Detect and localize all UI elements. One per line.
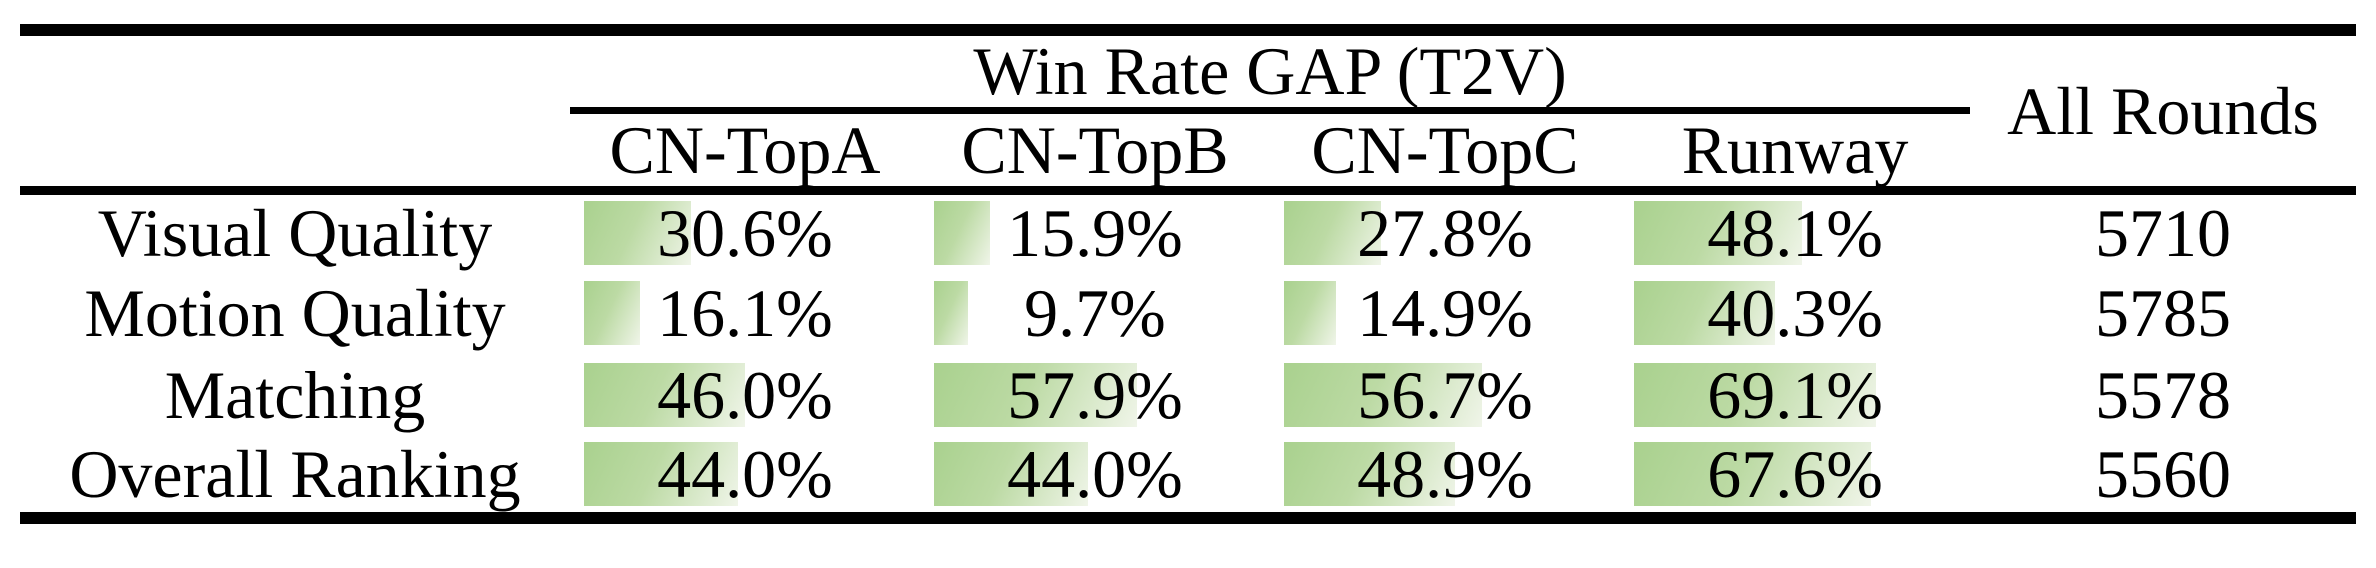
header-row-group: Win Rate GAP (T2V) All Rounds <box>20 30 2356 145</box>
all-rounds-value: 5578 <box>2095 357 2232 433</box>
data-cell: 27.8% <box>1270 185 1620 272</box>
table-row-visual-quality: Visual Quality 30.6% 15.9% 27.8% 48.1% <box>20 185 2357 272</box>
win-rate-value: 27.8% <box>1357 195 1533 272</box>
col-header-all-rounds: All Rounds <box>2007 72 2319 149</box>
win-rate-value: 30.6% <box>657 195 833 272</box>
row-label: Motion Quality <box>84 275 506 351</box>
col-header-cn-topa: CN-TopA <box>609 111 881 188</box>
all-rounds-value: 5560 <box>2095 436 2232 512</box>
data-cell: 69.1% <box>1620 354 1970 436</box>
win-rate-value: 48.9% <box>1357 436 1533 512</box>
data-cell: 40.3% <box>1620 272 1970 354</box>
data-cell: 57.9% <box>920 354 1270 436</box>
all-rounds-value: 5785 <box>2095 275 2232 351</box>
win-rate-value: 9.7% <box>1024 275 1166 351</box>
win-rate-value: 46.0% <box>657 357 833 433</box>
win-rate-value: 67.6% <box>1707 436 1883 512</box>
data-cell: 46.0% <box>570 354 920 436</box>
win-rate-bar <box>1284 281 1337 345</box>
col-header-runway: Runway <box>1681 111 1909 188</box>
win-rate-value: 14.9% <box>1357 275 1533 351</box>
paper-table-figure: Win Rate GAP (T2V) All Rounds CN-TopA CN… <box>20 24 2357 524</box>
win-rate-value: 69.1% <box>1707 357 1883 433</box>
col-header-cn-topc: CN-TopC <box>1311 111 1579 188</box>
data-cell: 56.7% <box>1270 354 1620 436</box>
corner-cell <box>20 30 570 110</box>
win-rate-bar <box>1284 201 1382 266</box>
win-rate-value: 48.1% <box>1707 195 1883 272</box>
win-rate-bar <box>934 363 1137 427</box>
data-cell: 67.6% <box>1620 436 1970 518</box>
win-rate-bar <box>934 442 1088 506</box>
all-rounds-value: 5710 <box>1970 185 2357 272</box>
data-cell: 44.0% <box>920 436 1270 518</box>
corner-cell <box>20 110 570 190</box>
win-rate-value: 16.1% <box>657 275 833 351</box>
win-rate-value: 44.0% <box>1007 436 1183 512</box>
header-row-models: CN-TopA CN-TopB CN-TopC Runway <box>20 110 2356 190</box>
data-cell: 14.9% <box>1270 272 1620 354</box>
win-rate-bar <box>1284 442 1456 506</box>
win-rate-bar <box>584 201 692 266</box>
data-cell: 48.9% <box>1270 436 1620 518</box>
data-cell: 30.6% <box>570 185 920 272</box>
win-rate-bar <box>584 281 641 345</box>
col-header-cn-topb: CN-TopB <box>961 111 1229 188</box>
data-cell: 44.0% <box>570 436 920 518</box>
win-rate-bar <box>1634 281 1776 345</box>
win-rate-bar <box>1634 442 1871 506</box>
win-rate-bar <box>1284 363 1483 427</box>
data-cell: 48.1% <box>1620 185 1971 272</box>
table-row-motion-quality: Motion Quality 16.1% 9.7% 14.9% 40.3% <box>20 272 2356 354</box>
win-rate-value: 56.7% <box>1357 357 1533 433</box>
data-cell: 16.1% <box>570 272 920 354</box>
data-cell: 15.9% <box>920 185 1270 272</box>
win-rate-table: Win Rate GAP (T2V) All Rounds CN-TopA CN… <box>20 24 2357 524</box>
data-cell: 9.7% <box>920 272 1270 354</box>
win-rate-bar <box>934 281 968 345</box>
row-label: Overall Ranking <box>69 436 521 512</box>
win-rate-value: 57.9% <box>1007 357 1183 433</box>
group-header-win-rate-gap: Win Rate GAP (T2V) <box>570 30 1971 114</box>
win-rate-bar <box>584 442 738 506</box>
win-rate-value: 44.0% <box>657 436 833 512</box>
row-label: Matching <box>164 357 426 433</box>
row-label: Visual Quality <box>20 185 570 272</box>
table-row-overall-ranking: Overall Ranking 44.0% 44.0% 48.9% 67.6% <box>20 436 2356 518</box>
win-rate-bar <box>1634 363 1876 427</box>
win-rate-value: 15.9% <box>1007 195 1183 272</box>
win-rate-value: 40.3% <box>1707 275 1883 351</box>
win-rate-bar <box>1634 201 1803 266</box>
win-rate-bar <box>934 201 990 266</box>
table-row-matching: Matching 46.0% 57.9% 56.7% 69.1% 557 <box>20 354 2356 436</box>
win-rate-bar <box>584 363 745 427</box>
